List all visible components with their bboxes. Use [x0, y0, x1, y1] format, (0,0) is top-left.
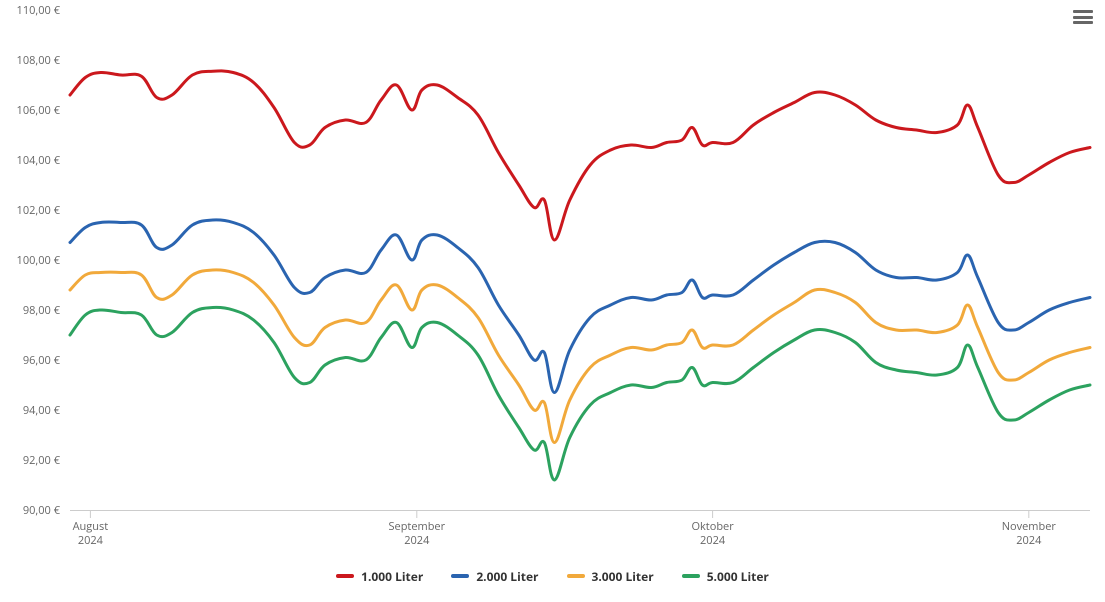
- y-axis-tick-label: 94,00 €: [23, 403, 61, 418]
- y-axis-tick-label: 102,00 €: [17, 203, 61, 218]
- legend-label: 5.000 Liter: [707, 568, 769, 585]
- y-axis-tick-label: 110,00 €: [17, 3, 61, 18]
- chart-legend: 1.000 Liter 2.000 Liter 3.000 Liter 5.000 L…: [0, 565, 1105, 585]
- legend-swatch-icon: [682, 574, 700, 578]
- legend-swatch-icon: [567, 574, 585, 578]
- y-axis-tick-label: 90,00 €: [23, 503, 61, 518]
- x-axis-tick-sublabel: 2024: [1016, 533, 1042, 548]
- x-axis-tick-sublabel: 2024: [700, 533, 726, 548]
- legend-item-s2000[interactable]: 2.000 Liter: [451, 568, 538, 585]
- legend-label: 3.000 Liter: [592, 568, 654, 585]
- x-axis-tick-label: August: [73, 519, 109, 534]
- legend-label: 2.000 Liter: [476, 568, 538, 585]
- y-axis-tick-label: 92,00 €: [23, 453, 61, 468]
- legend-item-s3000[interactable]: 3.000 Liter: [567, 568, 654, 585]
- x-axis-tick-label: Oktober: [691, 519, 734, 534]
- y-axis-tick-label: 98,00 €: [23, 303, 61, 318]
- legend-swatch-icon: [336, 574, 354, 578]
- x-axis-tick-label: November: [1002, 519, 1057, 534]
- chart-menu-button[interactable]: [1071, 6, 1095, 28]
- x-axis-tick-sublabel: 2024: [404, 533, 430, 548]
- y-axis-tick-label: 96,00 €: [23, 353, 61, 368]
- x-axis-tick-label: September: [388, 519, 445, 534]
- y-axis-tick-label: 100,00 €: [17, 253, 61, 268]
- series-line-s1000: [70, 71, 1090, 240]
- y-axis-tick-label: 108,00 €: [17, 53, 61, 68]
- legend-item-s5000[interactable]: 5.000 Liter: [682, 568, 769, 585]
- legend-item-s1000[interactable]: 1.000 Liter: [336, 568, 423, 585]
- hamburger-menu-icon: [1073, 10, 1093, 13]
- legend-swatch-icon: [451, 574, 469, 578]
- y-axis-tick-label: 106,00 €: [17, 103, 61, 118]
- x-axis-tick-sublabel: 2024: [78, 533, 104, 548]
- price-chart: 90,00 € 92,00 € 94,00 € 96,00 € 98,00 € 100,0…: [0, 0, 1105, 602]
- legend-label: 1.000 Liter: [361, 568, 423, 585]
- chart-canvas: 90,00 € 92,00 € 94,00 € 96,00 € 98,00 € 100,0…: [0, 0, 1105, 602]
- y-axis-tick-label: 104,00 €: [17, 153, 61, 168]
- series-line-s2000: [70, 220, 1090, 393]
